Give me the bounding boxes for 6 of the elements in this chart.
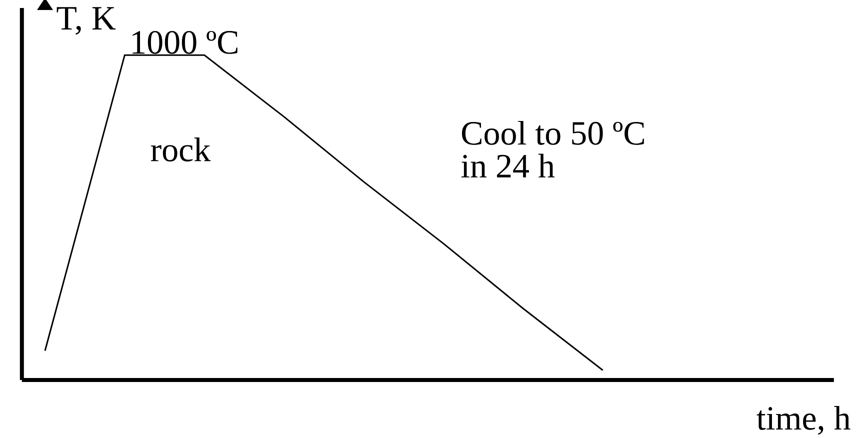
text: 1000 ºC: [132, 30, 238, 54]
annotation: rock: [150, 138, 211, 162]
x-axis-title: time, h: [756, 406, 850, 435]
annotation: in 24 h: [461, 154, 555, 178]
y-axis-title: T, K: [56, 7, 116, 35]
annotation: Cool to 50 ºC: [462, 120, 644, 145]
